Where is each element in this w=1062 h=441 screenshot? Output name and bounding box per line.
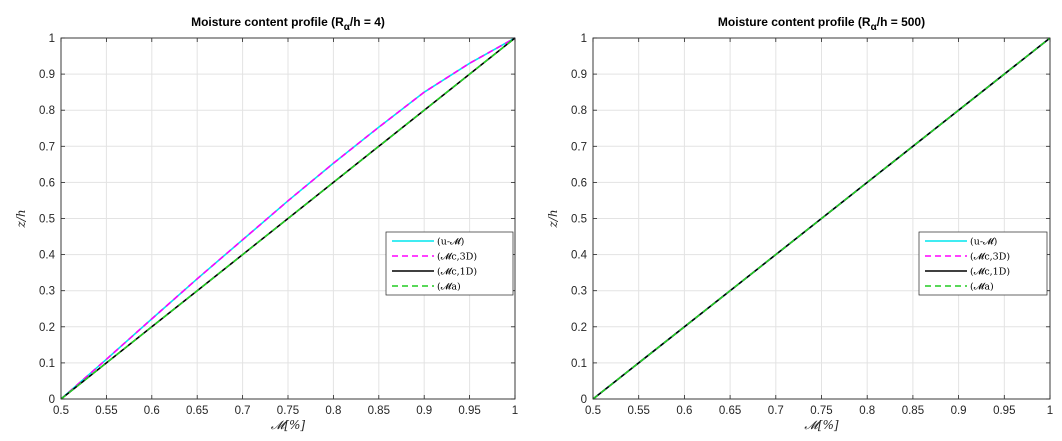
legend-label-3: (𝓜c,1D) bbox=[437, 267, 477, 278]
x-axis-label: 𝓜[%] bbox=[271, 418, 306, 432]
x-tick-label: 0.7 bbox=[235, 405, 251, 417]
y-tick-label: 0.2 bbox=[39, 322, 55, 334]
y-tick-label: 0.3 bbox=[39, 286, 55, 298]
axes-box bbox=[60, 37, 516, 400]
x-tick-label: 0.75 bbox=[277, 405, 299, 417]
y-tick-label: 0.7 bbox=[571, 141, 587, 153]
legend: (u-𝓜) (𝓜c,3D) (𝓜c,1D) (𝓜a) bbox=[918, 231, 1048, 296]
chart-title: Moisture content profile (Rα/h = 500) bbox=[718, 15, 925, 33]
chart-panel-2: 0.5 0.55 0.6 0.65 0.7 0.75 0.8 0.85 0.9 0.95 1 0 0.1… bbox=[546, 15, 1053, 432]
x-tick-label: 0.85 bbox=[902, 405, 924, 417]
y-tick-label: 0.1 bbox=[571, 358, 587, 370]
y-tick-label: 0.9 bbox=[39, 69, 55, 81]
y-tick-label: 0.3 bbox=[571, 286, 587, 298]
x-tick-label: 0.65 bbox=[719, 405, 741, 417]
y-tick-label: 1 bbox=[49, 33, 55, 45]
series-line-4 bbox=[60, 37, 516, 400]
x-tick-label: 0.95 bbox=[993, 405, 1015, 417]
x-tick-label: 0.65 bbox=[186, 405, 208, 417]
y-axis-label: z/h bbox=[14, 209, 28, 228]
x-tick-label: 0.9 bbox=[416, 405, 432, 417]
x-tick-label: 0.8 bbox=[325, 405, 341, 417]
y-tick-label: 0.1 bbox=[39, 358, 55, 370]
legend-label-3: (𝓜c,1D) bbox=[970, 267, 1010, 278]
x-tick-label: 0.9 bbox=[951, 405, 967, 417]
x-tick-label: 0.5 bbox=[53, 405, 69, 417]
series-line-4 bbox=[592, 37, 1051, 400]
y-tick-label: 0.4 bbox=[39, 250, 56, 262]
axes-box bbox=[592, 37, 1051, 400]
x-tick-label: 0.6 bbox=[144, 405, 160, 417]
x-tick-label: 1 bbox=[1047, 405, 1053, 417]
x-tick-label: 0.55 bbox=[95, 405, 117, 417]
y-tick-label: 0.6 bbox=[571, 177, 587, 189]
x-tick-label: 0.6 bbox=[676, 405, 692, 417]
chart-panel-1: 0.5 0.55 0.6 0.65 0.7 0.75 0.8 0.85 0.9 0.95 1 0 0.1… bbox=[14, 15, 518, 432]
y-tick-label: 0.2 bbox=[571, 322, 587, 334]
chart-title: Moisture content profile (Rα/h = 4) bbox=[191, 15, 385, 33]
y-axis-label: z/h bbox=[546, 209, 560, 228]
legend-label-1: (u-𝓜) bbox=[970, 237, 997, 248]
x-tick-label: 0.8 bbox=[859, 405, 875, 417]
y-tick-label: 0.5 bbox=[571, 214, 587, 226]
y-tick-label: 0.5 bbox=[39, 214, 55, 226]
legend-label-4: (𝓜a) bbox=[437, 282, 461, 293]
y-tick-label: 0.7 bbox=[39, 141, 55, 153]
legend-box bbox=[918, 231, 1048, 296]
legend-label-2: (𝓜c,3D) bbox=[437, 252, 477, 263]
legend-box bbox=[385, 231, 514, 296]
x-axis-label: 𝓜[%] bbox=[804, 418, 839, 432]
x-tick-label: 0.55 bbox=[628, 405, 650, 417]
y-tick-label: 0.8 bbox=[571, 105, 587, 117]
y-tick-label: 0.6 bbox=[39, 177, 55, 189]
x-tick-label: 0.75 bbox=[810, 405, 832, 417]
legend: (u-𝓜) (𝓜c,3D) (𝓜c,1D) (𝓜a) bbox=[385, 231, 514, 296]
legend-label-1: (u-𝓜) bbox=[437, 237, 464, 248]
y-tick-label: 0 bbox=[581, 394, 587, 406]
x-tick-label: 0.7 bbox=[768, 405, 784, 417]
x-tick-label: 1 bbox=[512, 405, 518, 417]
legend-label-4: (𝓜a) bbox=[970, 282, 994, 293]
series-line-2 bbox=[60, 37, 516, 400]
x-tick-label: 0.85 bbox=[368, 405, 390, 417]
y-tick-label: 0 bbox=[49, 394, 55, 406]
y-tick-label: 0.9 bbox=[571, 69, 587, 81]
y-tick-label: 0.4 bbox=[571, 250, 588, 262]
y-tick-label: 0.8 bbox=[39, 105, 55, 117]
x-tick-label: 0.5 bbox=[585, 405, 601, 417]
legend-label-2: (𝓜c,3D) bbox=[970, 252, 1010, 263]
x-tick-label: 0.95 bbox=[458, 405, 480, 417]
y-tick-label: 1 bbox=[581, 33, 587, 45]
